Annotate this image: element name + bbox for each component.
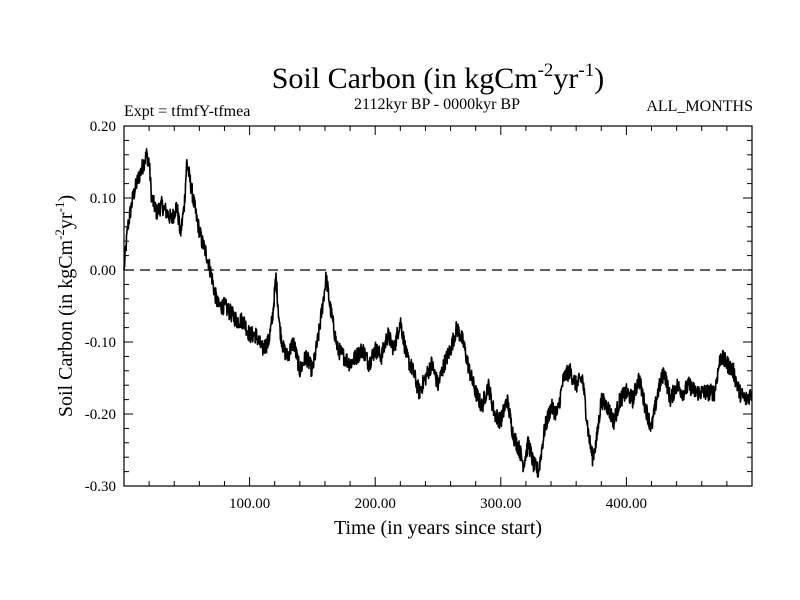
x-axis-label: Time (in years since start) xyxy=(334,517,542,539)
x-tick-label: 400.00 xyxy=(606,496,647,512)
months-label: ALL_MONTHS xyxy=(646,98,753,115)
y-tick-label: -0.30 xyxy=(85,479,116,495)
x-tick-label: 200.00 xyxy=(355,496,396,512)
y-tick-label: 0.20 xyxy=(90,119,116,135)
experiment-label: Expt = tfmfY-tfmea xyxy=(124,103,250,120)
series-line xyxy=(123,147,753,478)
y-tick-labels: -0.30 -0.20 -0.10 0.00 0.10 0.20 xyxy=(85,119,116,495)
y-tick-label: -0.10 xyxy=(85,335,116,351)
chart-title: Soil Carbon (in kgCm-2yr-1) xyxy=(272,60,605,95)
y-tick-label: -0.20 xyxy=(85,407,116,423)
time-range-label: 2112kyr BP - 0000kyr BP xyxy=(354,96,520,113)
x-tick-label: 300.00 xyxy=(480,496,521,512)
x-tick-labels: 100.00 200.00 300.00 400.00 xyxy=(229,496,647,512)
y-axis-label: Soil Carbon (in kgCm-2yr-1) xyxy=(52,195,77,417)
series-group xyxy=(123,147,753,478)
x-tick-label: 100.00 xyxy=(229,496,270,512)
y-tick-label: 0.10 xyxy=(90,191,116,207)
plot-frame xyxy=(123,125,753,487)
y-tick-label: 0.00 xyxy=(90,263,116,279)
ticks-group xyxy=(124,125,752,487)
